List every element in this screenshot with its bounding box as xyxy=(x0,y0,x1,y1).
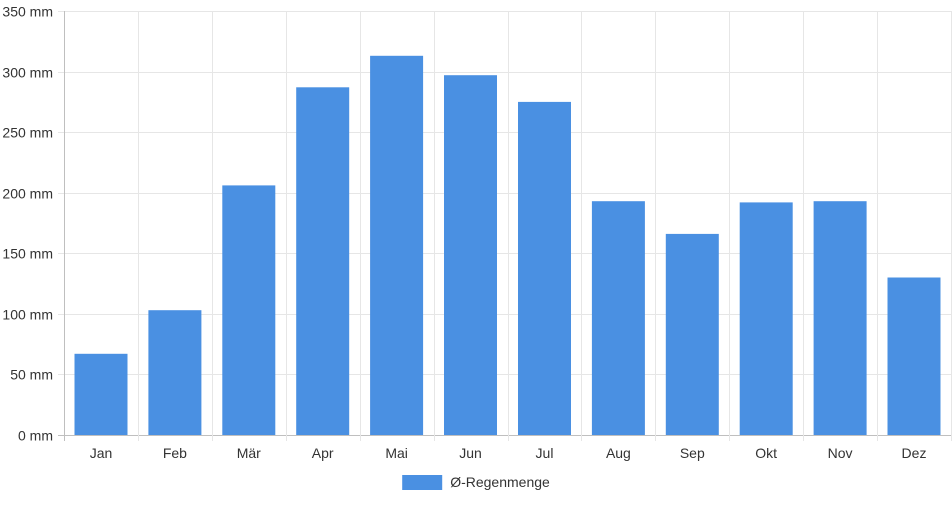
x-tick-label: Okt xyxy=(755,445,777,461)
bar-sep[interactable] xyxy=(665,233,719,435)
y-tick-label: 250 mm xyxy=(2,125,53,141)
bar-dez[interactable] xyxy=(887,277,941,436)
bar-mai[interactable] xyxy=(370,55,424,436)
y-tick-label: 50 mm xyxy=(10,367,53,383)
x-tick-label: Nov xyxy=(828,445,853,461)
bar-feb[interactable] xyxy=(148,310,202,435)
y-tick-label: 100 mm xyxy=(2,307,53,323)
x-tick-label: Jan xyxy=(90,445,113,461)
x-tick-label: Aug xyxy=(606,445,631,461)
x-tick-label: Mär xyxy=(237,445,261,461)
x-tick-label: Jun xyxy=(459,445,482,461)
x-tick-label: Feb xyxy=(163,445,187,461)
y-tick-label: 200 mm xyxy=(2,186,53,202)
axis-layer: 0 mm 50 mm 100 mm 150 mm 200 mm 250 mm 300 mm 3… xyxy=(2,4,926,462)
legend[interactable]: Ø-Regenmenge xyxy=(402,474,550,490)
y-tick-label: 300 mm xyxy=(2,65,53,81)
bar-aug[interactable] xyxy=(591,201,645,435)
legend-swatch[interactable] xyxy=(402,475,443,490)
grid-layer xyxy=(58,11,952,441)
y-tick-label: 350 mm xyxy=(2,4,53,20)
y-tick-label: 150 mm xyxy=(2,246,53,262)
bar-mär[interactable] xyxy=(222,185,276,435)
x-tick-label: Dez xyxy=(902,445,927,461)
x-tick-label: Apr xyxy=(312,445,334,461)
bar-jun[interactable] xyxy=(444,75,497,435)
bar-layer xyxy=(74,55,941,436)
bar-okt[interactable] xyxy=(739,202,793,435)
x-tick-label: Mai xyxy=(385,445,408,461)
x-tick-label: Sep xyxy=(680,445,705,461)
bar-jan[interactable] xyxy=(74,353,128,435)
legend-label: Ø-Regenmenge xyxy=(450,474,550,490)
bar-jul[interactable] xyxy=(518,101,571,436)
x-tick-label: Jul xyxy=(536,445,554,461)
bar-apr[interactable] xyxy=(296,87,350,436)
bar-nov[interactable] xyxy=(813,201,867,435)
y-tick-label: 0 mm xyxy=(18,428,53,444)
